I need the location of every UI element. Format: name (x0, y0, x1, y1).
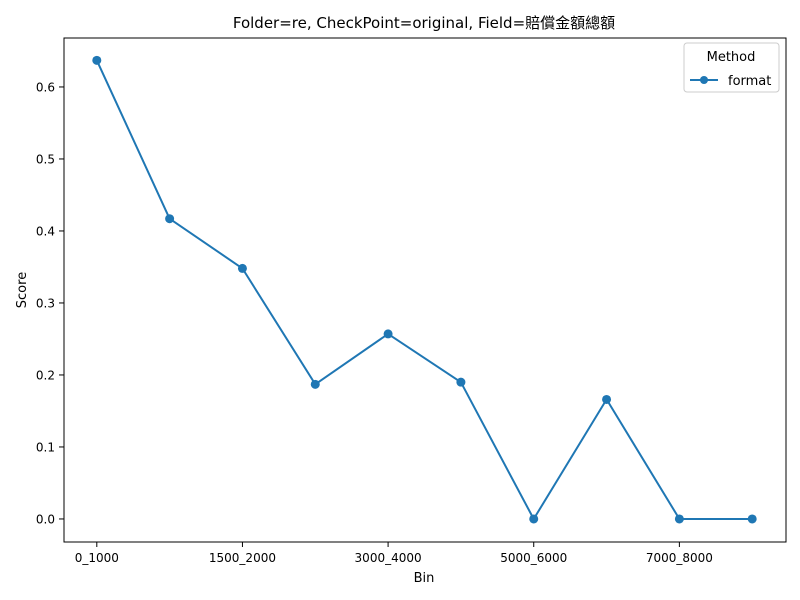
legend-title: Method (707, 50, 756, 65)
data-point (237, 263, 247, 273)
x-tick-label: 5000_6000 (500, 551, 567, 565)
y-tick-label: 0.1 (36, 440, 55, 454)
plot-frame (63, 37, 787, 543)
y-axis: 0.0 0.1 0.2 0.3 0.4 0.5 0.6 (36, 80, 64, 526)
data-point (674, 514, 684, 524)
y-tick-label: 0.5 (36, 152, 55, 166)
legend-marker-sample (700, 76, 708, 84)
y-tick-label: 0.6 (36, 80, 55, 94)
chart-title: Folder=re, CheckPoint=original, Field=賠償… (233, 14, 615, 32)
x-tick-label: 1500_2000 (209, 551, 276, 565)
series-line-format (95, 59, 753, 520)
data-point (92, 55, 102, 65)
x-tick-label: 7000_8000 (646, 551, 713, 565)
x-tick-label: 0_1000 (75, 551, 119, 565)
data-point (747, 514, 757, 524)
data-point (165, 214, 175, 224)
plot-area (63, 37, 787, 543)
y-tick-label: 0.2 (36, 368, 55, 382)
y-axis-label: Score (15, 272, 30, 308)
x-tick-label: 3000_4000 (355, 551, 422, 565)
legend-entry-label: format (728, 74, 771, 89)
data-point (529, 514, 539, 524)
data-point (310, 379, 320, 389)
legend: Method format (683, 42, 780, 93)
x-axis-label: Bin (414, 571, 435, 586)
y-tick-label: 0.0 (36, 512, 55, 526)
series-layer (92, 55, 757, 524)
data-point (456, 377, 466, 387)
x-axis: 0_1000 1500_2000 3000_4000 5000_6000 7000_80… (75, 542, 713, 565)
y-tick-label: 0.4 (36, 224, 55, 238)
data-point (383, 329, 393, 339)
y-tick-label: 0.3 (36, 296, 55, 310)
data-point (602, 394, 612, 404)
